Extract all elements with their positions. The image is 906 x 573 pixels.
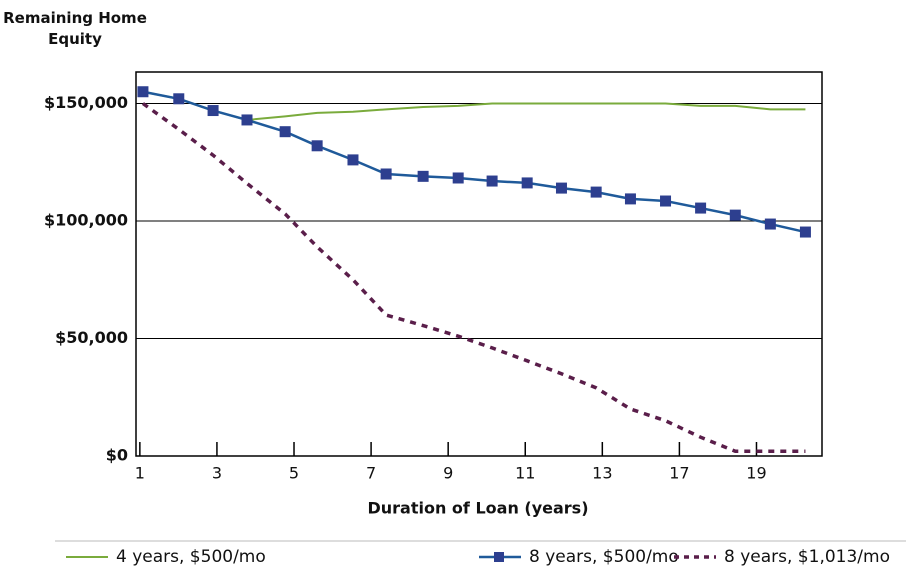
point-marker <box>660 195 672 207</box>
point-marker <box>137 86 149 98</box>
point-marker <box>729 209 741 221</box>
plot-frame <box>135 71 823 457</box>
point-marker <box>590 186 602 198</box>
point-marker <box>799 226 811 238</box>
x-tick-label: 11 <box>515 464 535 483</box>
x-tick-label: 7 <box>366 464 376 483</box>
point-marker <box>347 154 359 166</box>
legend-label: 8 years, $500/mo <box>529 547 679 567</box>
series-line <box>141 102 806 454</box>
y-tick-label: $100,000 <box>44 210 128 229</box>
legend-label: 8 years, $1,013/mo <box>724 547 890 567</box>
point-marker <box>311 140 323 152</box>
point-marker <box>452 172 464 184</box>
series-line <box>142 90 806 121</box>
y-axis-label: Remaining Home Equity <box>3 9 147 48</box>
y-tick-label: $50,000 <box>55 328 128 347</box>
point-marker <box>417 170 429 182</box>
series-line <box>142 90 806 234</box>
point-marker <box>380 168 392 180</box>
point-marker <box>241 114 253 126</box>
x-tick-label: 5 <box>289 464 299 483</box>
legend-label: 4 years, $500/mo <box>116 547 266 567</box>
point-marker <box>764 218 776 230</box>
x-tick-label: 9 <box>443 464 453 483</box>
point-marker <box>207 105 219 117</box>
point-marker <box>555 182 567 194</box>
legend-marker <box>494 552 504 562</box>
point-marker <box>173 93 185 105</box>
point-marker <box>695 202 707 214</box>
x-axis-label: Duration of Loan (years) <box>367 499 588 518</box>
y-tick-label: $0 <box>106 446 128 465</box>
x-tick-label: 13 <box>592 464 612 483</box>
x-tick-label: 19 <box>746 464 766 483</box>
point-marker <box>521 177 533 189</box>
point-marker <box>624 193 636 205</box>
x-tick-label: 3 <box>212 464 222 483</box>
point-marker <box>279 126 291 138</box>
y-tick-label: $150,000 <box>44 93 128 112</box>
x-tick-label: 17 <box>669 464 689 483</box>
x-tick-label: 1 <box>135 464 145 483</box>
point-marker <box>486 175 498 187</box>
